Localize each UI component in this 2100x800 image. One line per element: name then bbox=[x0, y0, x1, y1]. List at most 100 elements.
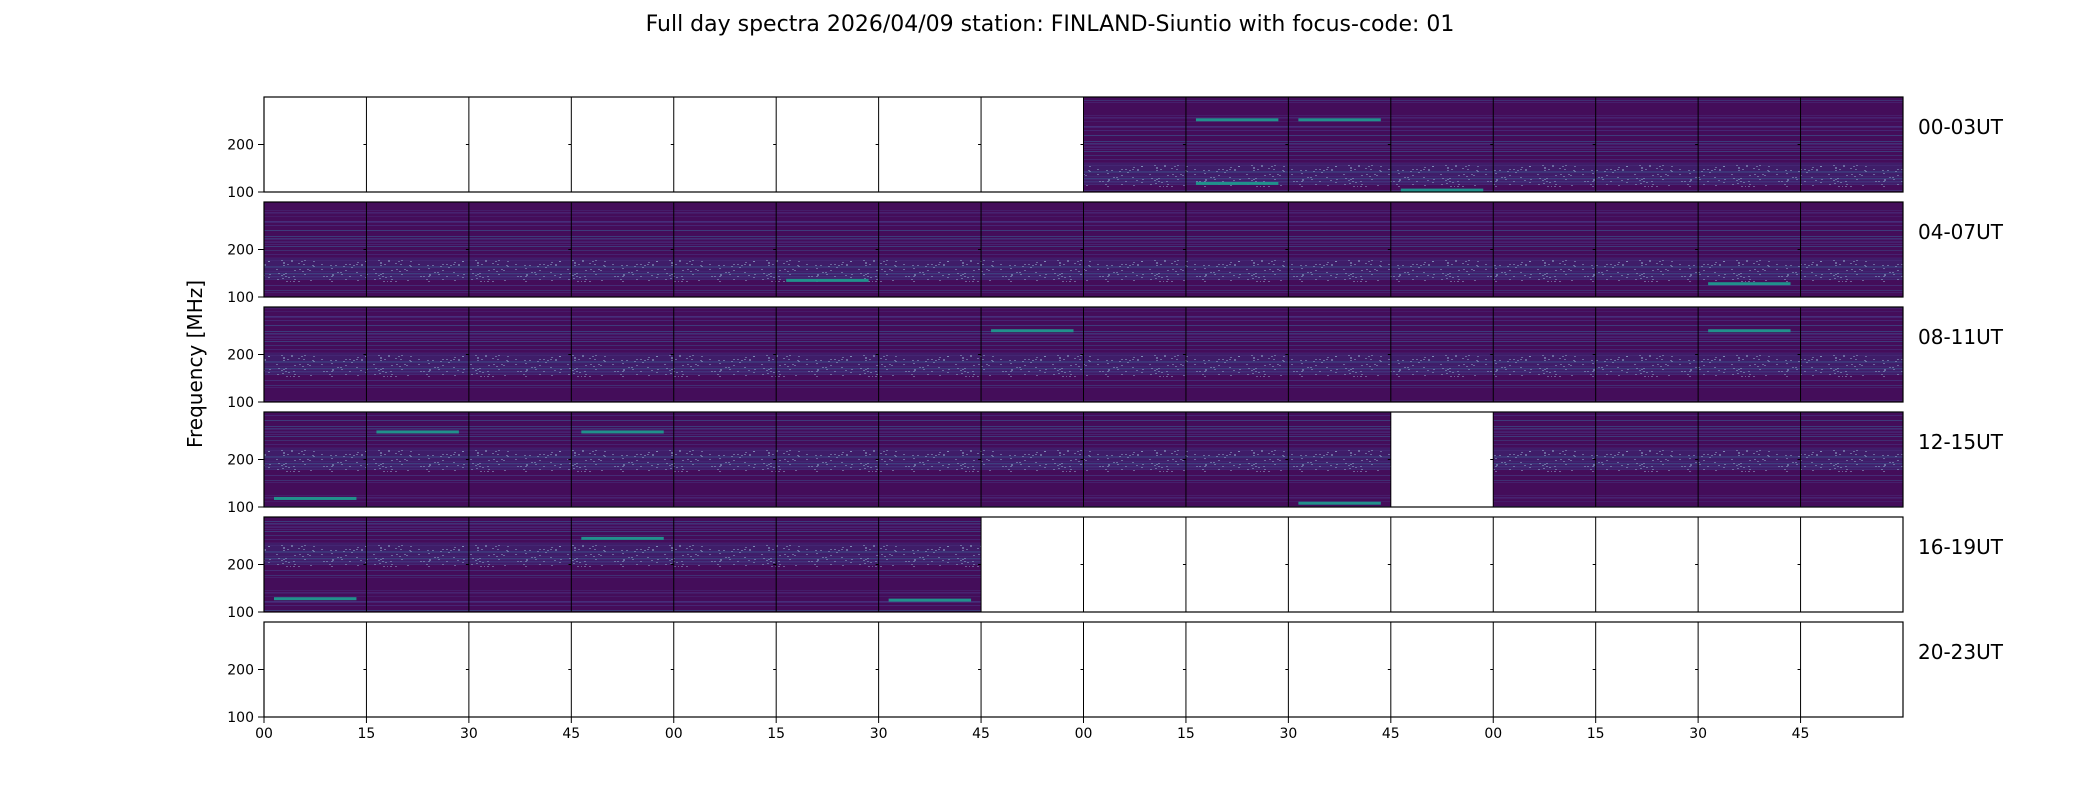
empty-panel bbox=[264, 622, 367, 717]
spectrum-panel bbox=[1390, 202, 1494, 297]
spectrum-panel bbox=[264, 412, 367, 507]
empty-panel bbox=[468, 97, 572, 192]
empty-panel bbox=[981, 97, 1084, 192]
x-tick-label: 45 bbox=[1382, 726, 1400, 742]
empty-panel bbox=[776, 97, 879, 192]
spectrum-panel bbox=[1185, 97, 1289, 192]
chart-title: Full day spectra 2026/04/09 station: FIN… bbox=[645, 12, 1455, 37]
spectrum-panel bbox=[878, 307, 982, 402]
spectrum-panel bbox=[1493, 97, 1596, 192]
empty-panel bbox=[673, 97, 777, 192]
spectrum-panel bbox=[1595, 307, 1699, 402]
spectrum-panel bbox=[1595, 97, 1699, 192]
spectrum-panel bbox=[878, 412, 982, 507]
y-tick-label: 100 bbox=[227, 290, 254, 306]
empty-panel bbox=[1288, 622, 1391, 717]
y-tick-label: 100 bbox=[227, 185, 254, 201]
x-tick-label: 15 bbox=[1177, 726, 1195, 742]
empty-panel bbox=[1800, 622, 1903, 717]
empty-panel bbox=[1185, 517, 1289, 612]
spectrum-panel bbox=[1288, 307, 1391, 402]
spectrum-panel bbox=[1390, 97, 1494, 192]
x-tick-label: 30 bbox=[1689, 726, 1707, 742]
signal-line bbox=[1298, 501, 1381, 505]
spectrum-panel bbox=[1800, 97, 1903, 192]
y-tick-label: 100 bbox=[227, 710, 254, 726]
spectrum-panel bbox=[1185, 307, 1289, 402]
spectrum-panel bbox=[1800, 412, 1903, 507]
spectrum-panel bbox=[468, 307, 572, 402]
empty-panel bbox=[1493, 517, 1596, 612]
empty-panel bbox=[571, 97, 674, 192]
empty-panel bbox=[878, 622, 982, 717]
spectrum-panel bbox=[673, 517, 777, 612]
spectrum-panel bbox=[1288, 97, 1391, 192]
spectrum-panel bbox=[1698, 412, 1801, 507]
signal-line bbox=[274, 597, 357, 601]
spectrum-panel bbox=[366, 202, 469, 297]
empty-panel bbox=[1595, 622, 1699, 717]
spectrum-panel bbox=[981, 307, 1084, 402]
empty-panel bbox=[1390, 622, 1494, 717]
spectrum-panel bbox=[264, 307, 367, 402]
y-tick-label: 200 bbox=[227, 348, 254, 364]
spectrum-panel bbox=[981, 202, 1084, 297]
signal-line bbox=[581, 430, 664, 434]
spectrum-panel bbox=[1698, 202, 1801, 297]
spectrum-panel bbox=[1083, 307, 1186, 402]
x-tick-label: 30 bbox=[460, 726, 478, 742]
empty-panel bbox=[571, 622, 674, 717]
y-tick-label: 200 bbox=[227, 663, 254, 679]
x-tick-label: 00 bbox=[255, 726, 273, 742]
spectrum-panel bbox=[673, 202, 777, 297]
spectrum-panel bbox=[1493, 307, 1596, 402]
signal-line bbox=[274, 496, 357, 500]
spectrum-panel bbox=[673, 412, 777, 507]
spectrum-panel bbox=[571, 517, 674, 612]
x-tick-label: 30 bbox=[870, 726, 888, 742]
signal-line bbox=[786, 278, 869, 282]
row-label: 16-19UT bbox=[1918, 535, 2004, 559]
empty-panel bbox=[1390, 517, 1494, 612]
x-tick-label: 45 bbox=[1792, 726, 1810, 742]
spectrum-panel bbox=[1800, 307, 1903, 402]
spectrum-panel bbox=[1185, 412, 1289, 507]
signal-line bbox=[1400, 188, 1484, 192]
spectrum-panel bbox=[264, 202, 367, 297]
spectrum-panel bbox=[1083, 97, 1186, 192]
spectrum-panel bbox=[1083, 412, 1186, 507]
row-label: 00-03UT bbox=[1918, 115, 2004, 139]
spectrum-panel bbox=[776, 307, 879, 402]
spectrum-panel bbox=[468, 412, 572, 507]
signal-line bbox=[1708, 329, 1791, 333]
x-tick-label: 00 bbox=[1075, 726, 1093, 742]
spectrum-panel bbox=[1493, 412, 1596, 507]
spectrum-panel bbox=[1390, 307, 1494, 402]
spectrum-panel bbox=[264, 517, 367, 612]
spectrum-panel bbox=[571, 412, 674, 507]
spectrum-panel bbox=[571, 307, 674, 402]
x-tick-label: 15 bbox=[767, 726, 785, 742]
signal-line bbox=[1195, 181, 1279, 185]
spectrum-panel bbox=[571, 202, 674, 297]
spectrum-panel bbox=[878, 202, 982, 297]
empty-panel bbox=[468, 622, 572, 717]
spectrum-panel bbox=[1288, 202, 1391, 297]
signal-line bbox=[581, 536, 664, 540]
spectrum-panel bbox=[366, 307, 469, 402]
empty-panel bbox=[264, 97, 367, 192]
x-tick-label: 15 bbox=[358, 726, 376, 742]
signal-line bbox=[1195, 118, 1279, 122]
spectrum-panel bbox=[776, 517, 879, 612]
signal-line bbox=[1708, 282, 1791, 286]
signal-line bbox=[376, 430, 459, 434]
empty-panel bbox=[776, 622, 879, 717]
spectrum-panel bbox=[878, 517, 982, 612]
spectrum-panel bbox=[981, 412, 1084, 507]
signal-line bbox=[1298, 118, 1381, 122]
y-tick-label: 200 bbox=[227, 243, 254, 259]
x-tick-label: 00 bbox=[665, 726, 683, 742]
spectrum-panel bbox=[1288, 412, 1391, 507]
y-tick-label: 100 bbox=[227, 500, 254, 516]
empty-panel bbox=[366, 97, 469, 192]
